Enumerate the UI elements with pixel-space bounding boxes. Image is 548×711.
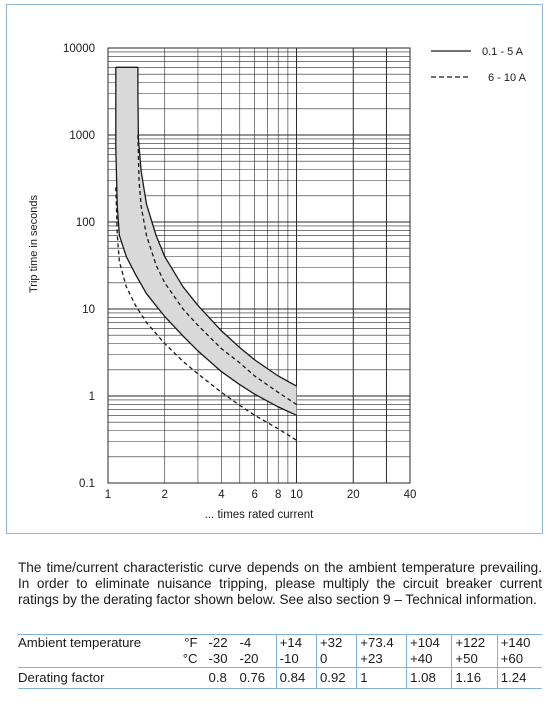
x-tick-label: 6 <box>251 489 257 501</box>
table-row-derating-factor: Derating factor 0.8 0.76 0.84 0.92 1 1.0… <box>18 667 542 689</box>
cell-c: -20 <box>239 651 259 666</box>
x-tick-label: 2 <box>162 489 168 501</box>
x-tick-label: 10 <box>290 489 303 501</box>
cell-factor: 0.76 <box>236 667 277 689</box>
cell-c: -30 <box>208 651 228 666</box>
x-tick-label: 4 <box>218 489 225 501</box>
cell-c: +50 <box>451 651 498 668</box>
plot-border <box>107 47 411 484</box>
legend-label-dashed: 6 - 10 A <box>488 72 527 84</box>
y-tick-label: 0.1 <box>79 478 95 490</box>
cell-f: +73.4 <box>356 634 407 651</box>
legend: 0.1 - 5 A 6 - 10 A <box>431 46 527 84</box>
cell-factor: 0.8 <box>205 667 237 689</box>
y-axis-label: Trip time in seconds <box>28 194 40 293</box>
cell-factor: 1.24 <box>496 667 542 689</box>
x-tick-label: 20 <box>347 489 360 501</box>
x-tick-labels: 1 2 4 6 8 10 20 40 <box>105 489 417 501</box>
chart-frame <box>6 4 543 534</box>
table-row-fahrenheit: Ambient temperature °F -22 -4 +14 +32 +7… <box>18 634 542 651</box>
legend-label-solid: 0.1 - 5 A <box>482 46 524 58</box>
x-tick-label: 1 <box>105 489 111 501</box>
cell-f: -4 <box>236 634 277 651</box>
y-tick-label: 1000 <box>69 130 95 142</box>
cell-factor: 1 <box>356 667 407 689</box>
trip-curve-chart: 0.1 1 10 100 1000 10000 1 2 4 6 8 10 20 40 Trip time… <box>28 43 527 521</box>
x-axis-label: ... times rated current <box>205 509 314 521</box>
x-tick-label: 40 <box>404 489 417 501</box>
table-row-celsius: °C -30 -20 -10 0 +23 +40 +50 +60 <box>18 651 542 668</box>
curve-0-1-5a-lower <box>115 67 297 416</box>
ambient-temperature-label: Ambient temperature <box>18 634 174 651</box>
derating-table: Ambient temperature °F -22 -4 +14 +32 +7… <box>18 634 542 689</box>
derating-factor-label: Derating factor <box>18 667 206 689</box>
cell-f: +14 <box>275 634 317 651</box>
derating-description: The time/current characteristic curve de… <box>18 560 542 608</box>
y-tick-label: 10000 <box>63 43 95 55</box>
cell-c: +60 <box>496 651 542 668</box>
curve-6-10a-lower <box>115 187 297 441</box>
cell-c: 0 <box>315 651 357 668</box>
cell-c: +40 <box>406 651 452 668</box>
cell-factor: 1.16 <box>451 667 498 689</box>
grid <box>108 48 410 483</box>
cell-f: +140 <box>496 634 542 651</box>
unit-fahrenheit: °F <box>173 634 206 651</box>
curves <box>115 66 297 441</box>
x-tick-label: 8 <box>275 489 281 501</box>
tolerance-band-0-1-5a <box>115 67 297 416</box>
y-tick-label: 10 <box>82 304 95 316</box>
curve-0-1-5a-upper <box>137 67 297 387</box>
cell-f: +122 <box>451 634 498 651</box>
cell-f: -22 <box>205 634 237 651</box>
cell-factor: 0.92 <box>315 667 357 689</box>
cell-c: +23 <box>356 651 407 668</box>
unit-celsius: °C <box>182 651 198 666</box>
y-tick-labels: 0.1 1 10 100 1000 10000 <box>63 43 95 490</box>
cell-factor: 0.84 <box>275 667 317 689</box>
y-tick-label: 100 <box>76 217 95 229</box>
y-tick-label: 1 <box>89 391 95 403</box>
cell-f: +32 <box>315 634 357 651</box>
cell-c: -10 <box>275 651 317 668</box>
cell-f: +104 <box>406 634 452 651</box>
curve-6-10a-upper <box>137 134 297 405</box>
cell-factor: 1.08 <box>406 667 452 689</box>
